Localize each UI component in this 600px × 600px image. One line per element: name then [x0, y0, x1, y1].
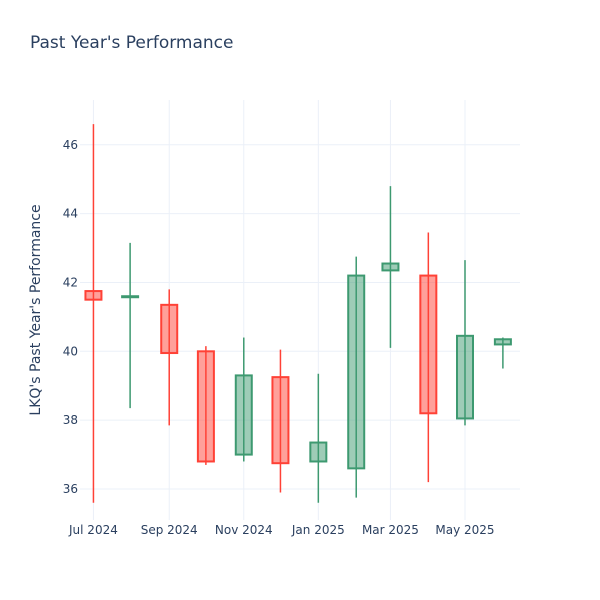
candle-body: [347, 274, 366, 470]
candle-body: [309, 441, 328, 463]
candle-body: [381, 262, 400, 272]
chart-title: Past Year's Performance: [30, 33, 234, 53]
y-tick-label: 40: [63, 344, 78, 358]
candle-body: [493, 338, 512, 346]
candle-body: [121, 295, 140, 299]
candle: [381, 186, 400, 348]
candle: [196, 346, 215, 465]
y-tick-label: 44: [63, 207, 78, 221]
candle: [271, 349, 290, 493]
y-tick-label: 36: [63, 482, 78, 496]
candle: [309, 373, 328, 503]
candle-body: [84, 290, 103, 301]
x-tick-label: Sep 2024: [141, 523, 198, 537]
candle-layer: [84, 124, 512, 503]
candle-body: [234, 374, 253, 456]
candle: [121, 242, 140, 409]
x-tick-label: Jan 2025: [291, 523, 345, 537]
x-tick-label: Mar 2025: [362, 523, 419, 537]
x-tick-label: May 2025: [435, 523, 494, 537]
candle: [160, 289, 179, 426]
candle-body: [196, 350, 215, 463]
y-axis-title: LKQ's Past Year's Performance: [28, 204, 44, 415]
grid-layer: [80, 100, 520, 520]
candle-body: [456, 334, 474, 420]
y-tick-label: 38: [63, 413, 78, 427]
candle: [493, 337, 512, 369]
y-tick-label: 46: [63, 138, 78, 152]
y-tick-label: 42: [63, 275, 78, 289]
candle-body: [271, 376, 290, 465]
candle: [347, 256, 366, 498]
candle: [234, 337, 253, 462]
candle: [456, 260, 474, 426]
candle: [419, 232, 438, 483]
candle-body: [160, 303, 179, 355]
axis-layer: 36 38 40 42 44 46 Jul 2024 Sep 2024 Nov 2024 Jan …: [63, 138, 495, 537]
candle-body: [419, 274, 438, 415]
candle: [84, 124, 103, 503]
x-tick-label: Jul 2024: [68, 523, 118, 537]
x-tick-label: Nov 2024: [215, 523, 273, 537]
